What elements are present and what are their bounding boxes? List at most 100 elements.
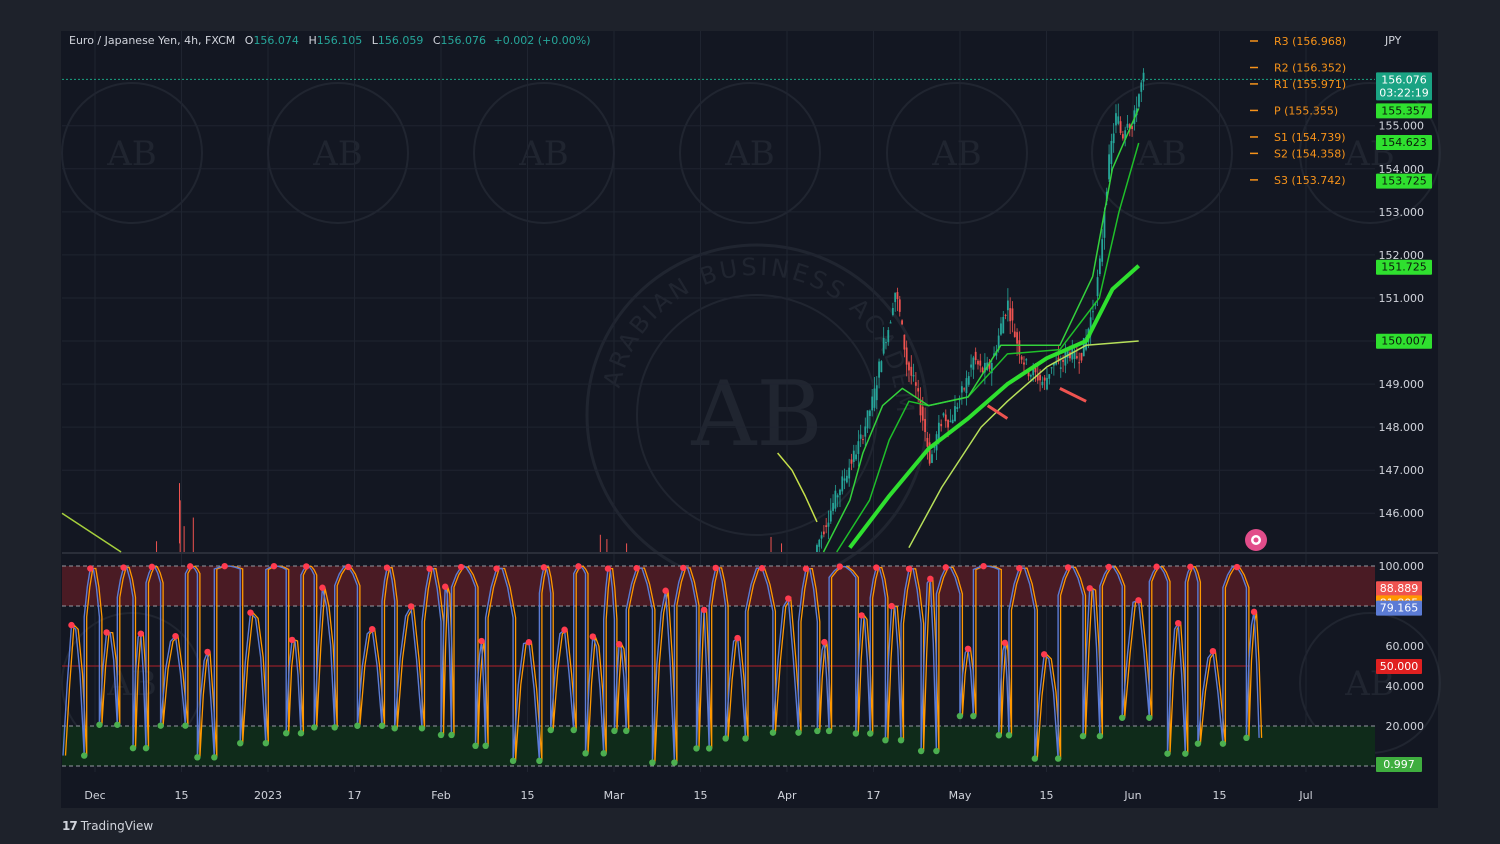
candle-body xyxy=(841,476,844,492)
x-tick-label: 15 xyxy=(1040,789,1054,802)
oversold-cross-dot xyxy=(722,735,729,742)
oversold-cross-dot xyxy=(96,721,103,728)
candle-body xyxy=(1041,381,1044,386)
candle-body xyxy=(855,454,857,460)
overbought-cross-dot xyxy=(561,626,568,633)
oscillator-axis-label: 20.000 xyxy=(1386,720,1425,733)
overbought-cross-dot xyxy=(1001,639,1009,647)
oversold-cross-dot xyxy=(1005,732,1013,739)
candle-body xyxy=(949,420,952,422)
oversold-cross-dot xyxy=(448,731,455,739)
overbought-cross-dot xyxy=(615,641,623,648)
oversold-cross-dot xyxy=(482,742,489,750)
oscillator-value-badge xyxy=(1376,757,1422,773)
candle-body xyxy=(898,299,901,312)
oversold-cross-dot xyxy=(1243,734,1250,742)
overbought-cross-dot xyxy=(407,603,415,610)
candle-body xyxy=(988,362,991,369)
price-axis-label: 149.000 xyxy=(1379,378,1425,391)
currency-label[interactable]: JPY xyxy=(1385,34,1402,47)
candle-body xyxy=(857,441,860,454)
oversold-cross-dot xyxy=(933,747,940,755)
candle-body xyxy=(1089,317,1092,336)
pivot-label: S2 (154.358) xyxy=(1274,147,1346,160)
open-value: 156.074 xyxy=(253,34,299,47)
candle-body xyxy=(954,406,956,422)
overbought-cross-dot xyxy=(426,565,433,572)
watermark-seal-icon xyxy=(1091,82,1233,224)
candle-body xyxy=(960,386,963,393)
x-tick-label: Mar xyxy=(604,789,625,802)
overbought-cross-dot xyxy=(964,645,972,653)
oscillator-value-badge xyxy=(1376,659,1422,674)
watermark-initials: AB xyxy=(931,134,982,174)
oversold-cross-dot xyxy=(582,750,589,757)
candle-body xyxy=(1034,367,1037,373)
moving-average-line xyxy=(822,108,1140,553)
overbought-cross-dot xyxy=(493,565,500,572)
x-tick-label: 17 xyxy=(867,789,881,802)
watermark-inner-ring-icon xyxy=(636,294,878,536)
candle-body xyxy=(908,362,910,371)
candle-body xyxy=(914,382,917,386)
candle-body xyxy=(852,450,855,462)
candle-body xyxy=(896,292,899,300)
overbought-cross-dot xyxy=(1250,608,1258,616)
watermark-text-path: ARABIAN BUSINESS ACADEMY xyxy=(0,0,916,416)
candle-body xyxy=(1080,352,1083,361)
overbought-cross-dot xyxy=(858,612,865,619)
oversold-cross-dot xyxy=(391,725,398,732)
candle-body xyxy=(1016,332,1018,344)
watermark-initials: AB xyxy=(106,134,157,174)
candle-body xyxy=(887,330,890,342)
candle-body xyxy=(1064,351,1067,366)
oscillator-value-badge xyxy=(1376,581,1422,597)
tradingview-logo[interactable]: 17 TradingView xyxy=(62,819,153,833)
price-badge xyxy=(1376,333,1432,349)
candle-body xyxy=(880,361,883,373)
overbought-cross-dot xyxy=(836,563,843,570)
overbought-cross-dot xyxy=(319,584,326,591)
oversold-cross-dot xyxy=(1219,740,1227,747)
candle-body xyxy=(919,399,922,416)
price-axis-label: 148.000 xyxy=(1379,421,1425,434)
overbought-cross-dot xyxy=(1064,564,1072,571)
oversold-cross-dot xyxy=(437,731,445,739)
overbought-cross-dot xyxy=(1209,647,1217,655)
overbought-cross-dot xyxy=(120,564,127,571)
oversold-cross-dot xyxy=(418,725,426,732)
pivot-label: R1 (155.971) xyxy=(1274,78,1346,91)
x-tick-label: 15 xyxy=(521,789,535,802)
candle-body xyxy=(1138,94,1140,107)
overbought-zone xyxy=(62,566,1375,606)
oversold-cross-dot xyxy=(157,722,164,729)
overbought-cross-dot xyxy=(383,564,391,571)
candle-body xyxy=(834,490,837,509)
oversold-cross-dot xyxy=(769,729,777,736)
open-label: O xyxy=(244,34,254,47)
oversold-cross-dot xyxy=(693,745,700,752)
candle-body xyxy=(997,335,1000,350)
candle-body xyxy=(990,363,993,374)
oversold-cross-dot xyxy=(1194,740,1202,747)
price-badge-value: 155.357 xyxy=(1381,104,1427,117)
symbol-title[interactable]: Euro / Japanese Yen, 4h, FXCM xyxy=(69,34,236,47)
candle-body xyxy=(1027,372,1030,377)
overbought-cross-dot xyxy=(821,638,828,646)
candle-body xyxy=(894,292,897,303)
overbought-cross-dot xyxy=(575,563,582,570)
candle-body xyxy=(1059,367,1062,369)
oversold-cross-dot xyxy=(611,727,618,735)
overbought-cross-dot xyxy=(712,564,719,572)
x-tick-label: Apr xyxy=(777,789,797,802)
oversold-cross-dot xyxy=(311,724,318,731)
candle-body xyxy=(850,459,853,464)
watermark-text: ARABIAN BUSINESS ACADEMY xyxy=(0,0,919,416)
change-value: +0.002 (+0.00%) xyxy=(493,34,591,47)
price-axis-label: 147.000 xyxy=(1379,464,1425,477)
x-tick-label: Jun xyxy=(1123,789,1141,802)
moving-average-line xyxy=(777,452,818,523)
candle-body xyxy=(947,419,949,428)
